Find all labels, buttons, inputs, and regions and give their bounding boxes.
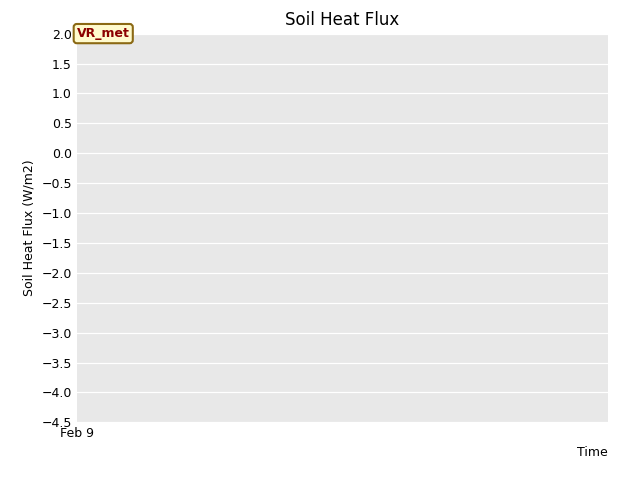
- Text: VR_met: VR_met: [77, 27, 130, 40]
- Text: Time: Time: [577, 446, 608, 459]
- Y-axis label: Soil Heat Flux (W/m2): Soil Heat Flux (W/m2): [23, 160, 36, 296]
- Legend: SHF 1, SHF 2, SHF 3: SHF 1, SHF 2, SHF 3: [225, 479, 460, 480]
- Title: Soil Heat Flux: Soil Heat Flux: [285, 11, 399, 29]
